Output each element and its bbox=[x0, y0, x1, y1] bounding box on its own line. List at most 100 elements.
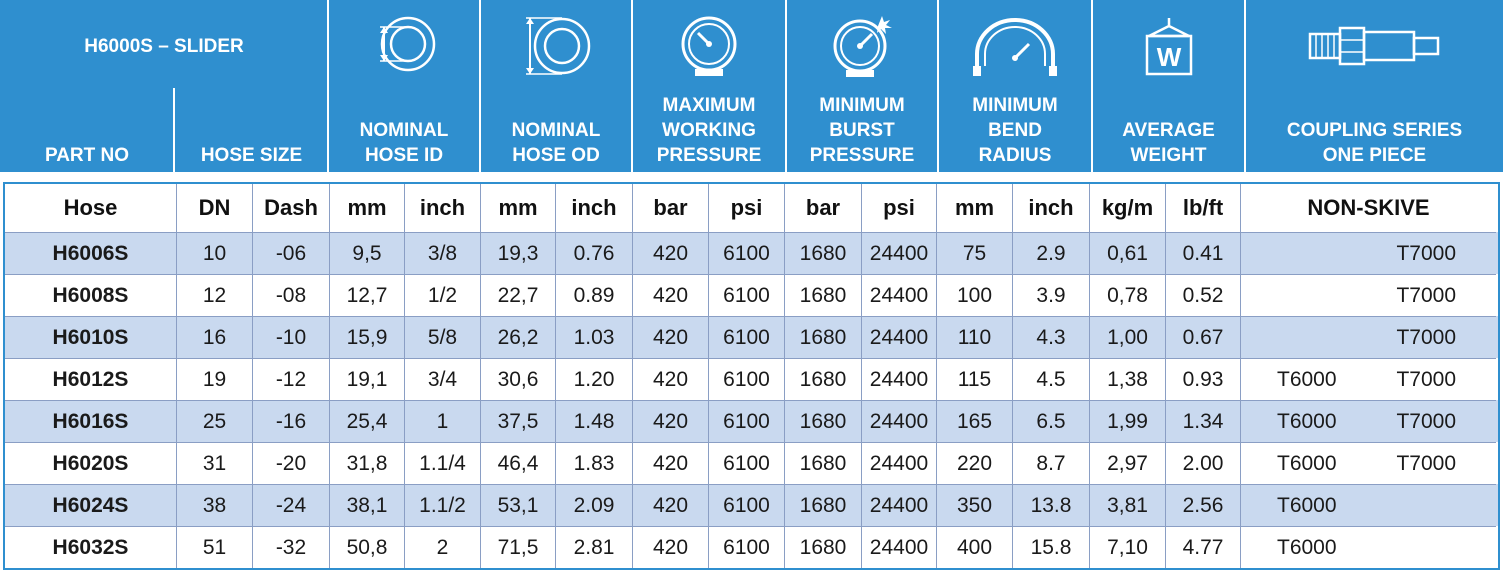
table-cell: 37,5 bbox=[481, 400, 556, 442]
header-hose-size: HOSE SIZE bbox=[175, 0, 328, 172]
table-cell: 22,7 bbox=[481, 274, 556, 316]
table-cell: 24400 bbox=[862, 358, 937, 400]
coupling-cell: T6000 T7000 bbox=[1241, 400, 1496, 442]
table-cell: 1680 bbox=[785, 526, 862, 568]
table-cell: 110 bbox=[937, 316, 1013, 358]
table-cell: 100 bbox=[937, 274, 1013, 316]
table-cell: 12 bbox=[177, 274, 253, 316]
label-line: MINIMUM bbox=[972, 95, 1058, 116]
table-cell: 420 bbox=[633, 400, 709, 442]
table-cell: 2,97 bbox=[1090, 442, 1166, 484]
table-cell: 53,1 bbox=[481, 484, 556, 526]
table-cell: 75 bbox=[937, 232, 1013, 274]
table-cell: 38,1 bbox=[330, 484, 405, 526]
header-min-burst-pressure: MINIMUM BURST PRESSURE bbox=[787, 0, 937, 172]
table-cell: 50,8 bbox=[330, 526, 405, 568]
table-cell: 24400 bbox=[862, 526, 937, 568]
header-nominal-hose-od: NOMINAL HOSE OD bbox=[481, 0, 631, 172]
table-cell: -10 bbox=[253, 316, 330, 358]
unit-cell: inch bbox=[1013, 184, 1090, 232]
table-cell: 6100 bbox=[709, 400, 785, 442]
table-cell: 6100 bbox=[709, 232, 785, 274]
table-cell: -12 bbox=[253, 358, 330, 400]
table-cell: 1 bbox=[405, 400, 481, 442]
table-cell: 24400 bbox=[862, 274, 937, 316]
label-line: HOSE ID bbox=[364, 145, 444, 166]
table-cell: 31 bbox=[177, 442, 253, 484]
table-cell: 25 bbox=[177, 400, 253, 442]
table-cell: 1680 bbox=[785, 400, 862, 442]
label-line: MAXIMUM bbox=[662, 95, 756, 116]
coupling-icon bbox=[1246, 14, 1503, 78]
table-cell: 6100 bbox=[709, 358, 785, 400]
table-row: H6032S 51 -32 50,8 2 71,5 2.81 420 6100 1680 24400… bbox=[5, 526, 1498, 568]
table-cell: 0.93 bbox=[1166, 358, 1241, 400]
table-cell: 420 bbox=[633, 484, 709, 526]
unit-cell: mm bbox=[937, 184, 1013, 232]
table-cell: 350 bbox=[937, 484, 1013, 526]
label-line: BURST bbox=[829, 120, 895, 141]
coupling-cell: T6000 T7000 bbox=[1241, 442, 1496, 484]
unit-cell: kg/m bbox=[1090, 184, 1166, 232]
table-cell: 0,61 bbox=[1090, 232, 1166, 274]
coupling-t6000: T6000 bbox=[1277, 451, 1337, 475]
table-cell: 15.8 bbox=[1013, 526, 1090, 568]
coupling-series-label: COUPLING SERIES ONE PIECE bbox=[1246, 118, 1503, 168]
table-cell: 10 bbox=[177, 232, 253, 274]
table-cell: 2.81 bbox=[556, 526, 633, 568]
table-cell: 24400 bbox=[862, 484, 937, 526]
unit-cell: mm bbox=[481, 184, 556, 232]
table-cell: 420 bbox=[633, 526, 709, 568]
table-cell: 2.09 bbox=[556, 484, 633, 526]
table-cell: 2.00 bbox=[1166, 442, 1241, 484]
table-cell: 13.8 bbox=[1013, 484, 1090, 526]
table-cell: 6100 bbox=[709, 442, 785, 484]
table-cell: 31,8 bbox=[330, 442, 405, 484]
table-cell: 1,99 bbox=[1090, 400, 1166, 442]
table-cell: 2.56 bbox=[1166, 484, 1241, 526]
table-cell: 4.77 bbox=[1166, 526, 1241, 568]
average-weight-label: AVERAGE WEIGHT bbox=[1093, 118, 1244, 168]
table-cell: 16 bbox=[177, 316, 253, 358]
table-cell: -16 bbox=[253, 400, 330, 442]
hose-id-icon bbox=[329, 14, 479, 78]
table-cell: 1/2 bbox=[405, 274, 481, 316]
unit-cell: Dash bbox=[253, 184, 330, 232]
table-cell: 30,6 bbox=[481, 358, 556, 400]
table-cell: 15,9 bbox=[330, 316, 405, 358]
label-line: MINIMUM bbox=[819, 95, 905, 116]
max-working-pressure-label: MAXIMUM WORKING PRESSURE bbox=[633, 93, 785, 168]
part-no-label: PART NO bbox=[44, 145, 130, 166]
pressure-gauge-icon bbox=[633, 14, 785, 78]
weight-icon: W bbox=[1093, 14, 1244, 78]
coupling-t6000: T6000 bbox=[1277, 535, 1337, 559]
part-number-cell: H6010S bbox=[5, 316, 177, 358]
table-cell: 24400 bbox=[862, 316, 937, 358]
table-cell: 420 bbox=[633, 358, 709, 400]
table-cell: 3,81 bbox=[1090, 484, 1166, 526]
part-number-cell: H6008S bbox=[5, 274, 177, 316]
unit-cell: inch bbox=[556, 184, 633, 232]
min-bend-radius-label: MINIMUM BEND RADIUS bbox=[939, 93, 1091, 168]
table-row: H6006S 10 -06 9,5 3/8 19,3 0.76 420 6100 1680 2440… bbox=[5, 232, 1498, 274]
hose-size-label: HOSE SIZE bbox=[200, 145, 303, 166]
part-number-cell: H6024S bbox=[5, 484, 177, 526]
table-cell: 0.67 bbox=[1166, 316, 1241, 358]
table-cell: 420 bbox=[633, 316, 709, 358]
header-max-working-pressure: MAXIMUM WORKING PRESSURE bbox=[633, 0, 785, 172]
table-cell: 0.41 bbox=[1166, 232, 1241, 274]
table-cell: 4.5 bbox=[1013, 358, 1090, 400]
table-cell: 6100 bbox=[709, 316, 785, 358]
header-nominal-hose-id: NOMINAL HOSE ID bbox=[329, 0, 479, 172]
table-header: H6000S – SLIDER PART NO HOSE SIZE bbox=[0, 0, 1503, 172]
label-line: RADIUS bbox=[978, 145, 1052, 166]
table-cell: 1,38 bbox=[1090, 358, 1166, 400]
table-row: H6008S 12 -08 12,7 1/2 22,7 0.89 420 6100 1680 244… bbox=[5, 274, 1498, 316]
product-title: H6000S – SLIDER bbox=[84, 36, 244, 57]
coupling-t7000: T7000 bbox=[1396, 325, 1456, 349]
table-cell: 12,7 bbox=[330, 274, 405, 316]
part-number-cell: H6006S bbox=[5, 232, 177, 274]
unit-cell: NON-SKIVE bbox=[1307, 195, 1430, 220]
label-line: COUPLING SERIES bbox=[1286, 120, 1463, 141]
